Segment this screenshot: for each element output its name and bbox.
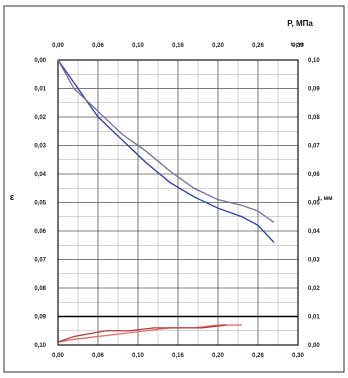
y-tick-label: 0,01 bbox=[34, 87, 46, 93]
y-tick-label: 0,07 bbox=[308, 144, 320, 150]
plot-frame bbox=[57, 59, 299, 346]
series-line-3 bbox=[57, 324, 242, 343]
y-tick-label: 0,09 bbox=[308, 87, 320, 93]
series-line-2 bbox=[57, 59, 275, 223]
y-tick-label: 0,00 bbox=[34, 58, 46, 64]
y-tick-label: 0,05 bbox=[34, 201, 46, 207]
top-axis-label: P, МПа bbox=[287, 19, 313, 28]
x-tick-label: 0,26 bbox=[252, 43, 264, 49]
y-tick-label: 0,00 bbox=[308, 343, 320, 349]
bottom-tick-labels: 0,00 0,06 0,10 0,16 0,20 0,26 0,30 bbox=[52, 353, 304, 359]
x-tick-label: 0,06 bbox=[92, 43, 104, 49]
series-line-1 bbox=[57, 59, 275, 243]
right-tick-labels: 0,10 0,09 0,08 0,07 0,06 0,05 0,04 0,03 0,02 0,01… bbox=[308, 58, 320, 349]
x-tick-label: 0,00 bbox=[52, 43, 64, 49]
right-axis-label: ε, мм bbox=[317, 196, 333, 202]
grid bbox=[57, 59, 299, 346]
y-tick-label: 0,01 bbox=[308, 315, 320, 321]
top-axis-sub-label: t, сут bbox=[291, 42, 304, 48]
y-tick-label: 0,03 bbox=[308, 258, 320, 264]
series-line-4 bbox=[57, 324, 227, 343]
y-tick-label: 0,10 bbox=[34, 343, 46, 349]
x-tick-label: 0,20 bbox=[212, 353, 224, 359]
y-tick-label: 0,06 bbox=[308, 172, 320, 178]
y-tick-label: 0,08 bbox=[34, 286, 46, 292]
x-tick-label: 0,30 bbox=[292, 353, 304, 359]
y-tick-label: 0,02 bbox=[34, 115, 46, 121]
y-tick-label: 0,08 bbox=[308, 115, 320, 121]
y-tick-label: 0,03 bbox=[34, 144, 46, 150]
figure-frame bbox=[3, 5, 345, 373]
top-tick-labels: 0,00 0,06 0,10 0,16 0,20 0,26 0,30 bbox=[52, 43, 304, 49]
y-tick-label: 0,04 bbox=[34, 172, 46, 178]
x-tick-label: 0,26 bbox=[252, 353, 264, 359]
y-tick-label: 0,06 bbox=[34, 229, 46, 235]
x-tick-label: 0,10 bbox=[132, 43, 144, 49]
series-layer bbox=[57, 59, 275, 343]
y-tick-label: 0,05 bbox=[308, 201, 320, 207]
y-tick-label: 0,09 bbox=[34, 315, 46, 321]
x-tick-label: 0,30 bbox=[292, 43, 304, 49]
left-tick-labels: 0,00 0,01 0,02 0,03 0,04 0,05 0,06 0,07 0,08 0,09… bbox=[34, 58, 46, 349]
x-tick-label: 0,10 bbox=[132, 353, 144, 359]
y-tick-label: 0,07 bbox=[34, 258, 46, 264]
x-tick-label: 0,16 bbox=[172, 353, 184, 359]
left-axis-label: ε bbox=[10, 192, 15, 202]
y-tick-label: 0,04 bbox=[308, 229, 320, 235]
x-tick-label: 0,20 bbox=[212, 43, 224, 49]
x-tick-label: 0,16 bbox=[172, 43, 184, 49]
x-tick-label: 0,00 bbox=[52, 353, 64, 359]
y-tick-label: 0,10 bbox=[308, 58, 320, 64]
x-tick-label: 0,06 bbox=[92, 353, 104, 359]
y-tick-label: 0,02 bbox=[308, 286, 320, 292]
